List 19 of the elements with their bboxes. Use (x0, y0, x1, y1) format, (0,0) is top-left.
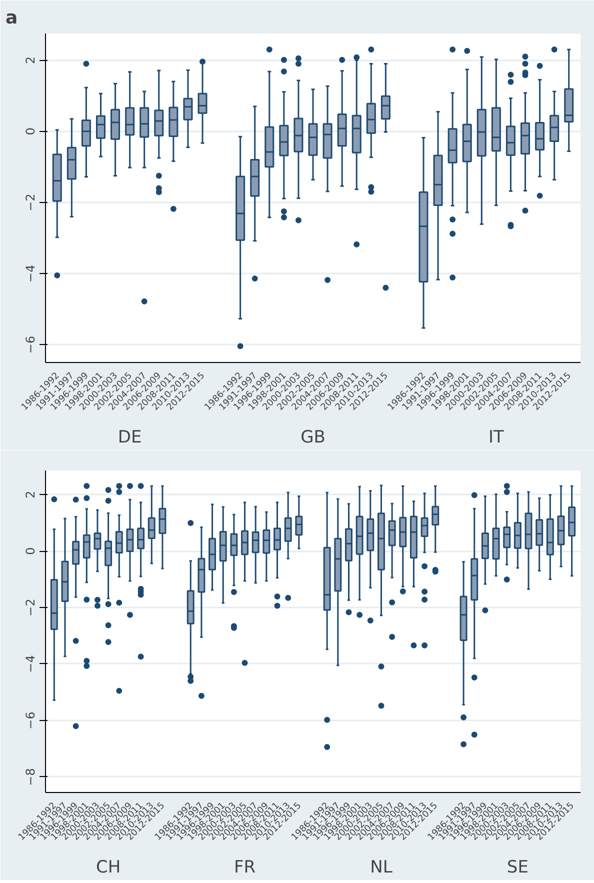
y-tick-label: −4 (24, 655, 38, 673)
y-tick-label: 2 (24, 490, 38, 498)
text: DE (118, 428, 142, 448)
y-tick-label: −2 (24, 598, 38, 616)
y-tick-label: −2 (24, 194, 38, 212)
y-tick-label: 2 (24, 56, 38, 64)
text: IT (488, 428, 504, 448)
text: FR (234, 858, 256, 878)
y-tick-label: 0 (24, 127, 38, 136)
y-tick-label: −8 (24, 768, 38, 786)
y-tick-label: −6 (24, 712, 38, 730)
y-tick-label: −6 (24, 336, 38, 354)
chart-title: a (6, 8, 18, 28)
text: SE (506, 858, 528, 878)
text: NL (370, 858, 393, 878)
text: CH (96, 858, 121, 878)
y-tick-label: −4 (24, 264, 38, 282)
y-tick-label: 0 (24, 547, 38, 555)
text: GB (300, 428, 326, 448)
